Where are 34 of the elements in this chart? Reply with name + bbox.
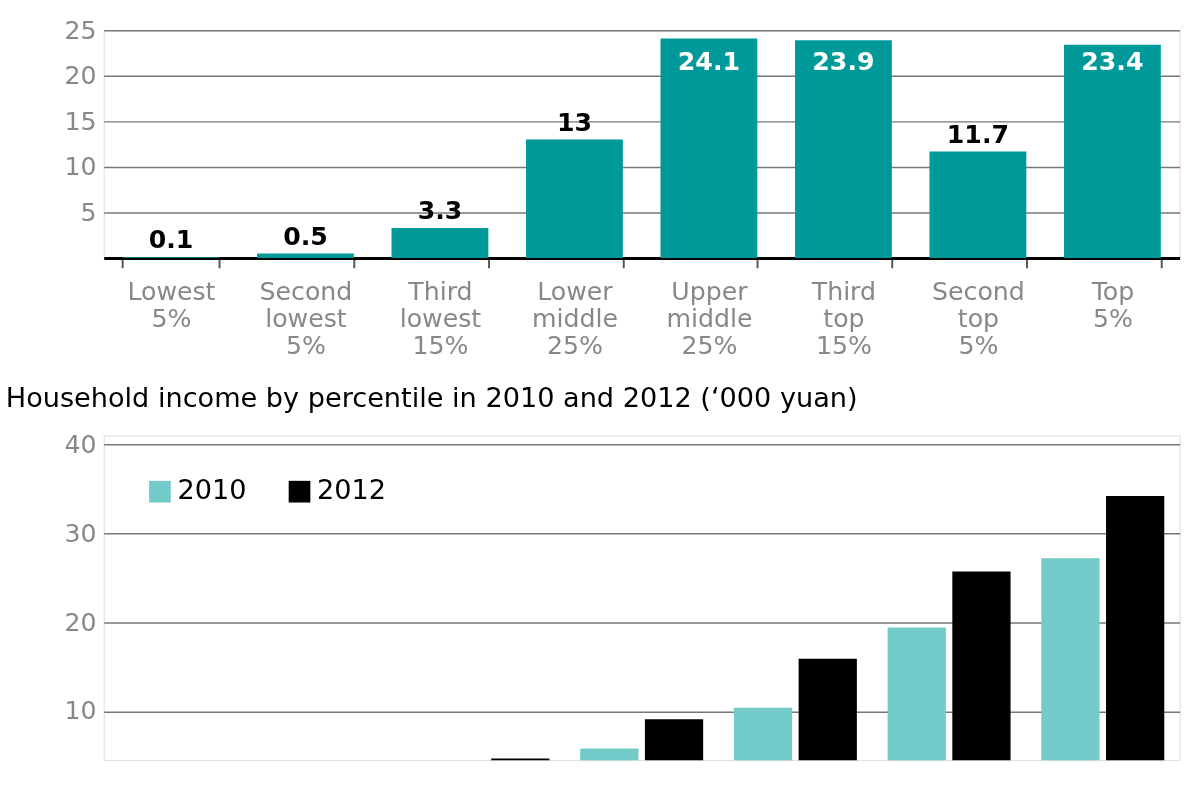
data-label: 3.3 (417, 196, 463, 226)
legend-label: 2012 (316, 474, 386, 506)
y-tick-label: 5 (80, 197, 97, 227)
bar (660, 38, 758, 259)
x-tick-label: Top 5% (1090, 277, 1135, 334)
x-tick-label: Upper middle 25% (666, 277, 753, 361)
y-tick-label: 10 (64, 152, 97, 182)
x-tick-label: Second lowest 5% (259, 277, 353, 361)
data-label: 13 (556, 107, 592, 137)
bar (929, 151, 1027, 259)
data-label: 23.9 (812, 47, 875, 77)
y-tick-label: 30 (64, 518, 97, 548)
x-tick-label: Third lowest 15% (399, 277, 482, 361)
y-tick-label: 10 (64, 696, 97, 726)
legend-label: 2010 (177, 474, 247, 506)
x-tick-label: Second top 5% (932, 277, 1025, 361)
x-tick-label: Third top 15% (810, 277, 877, 361)
y-tick-label: 40 (64, 429, 97, 459)
x-tick-label: Lowest 5% (127, 277, 216, 334)
bar (1063, 44, 1161, 259)
x-tick-label: Lower middle 25% (531, 277, 618, 361)
data-label: 11.7 (946, 119, 1009, 149)
y-tick-label: 20 (64, 61, 97, 91)
y-tick-label: 15 (64, 106, 97, 136)
data-label: 23.4 (1081, 47, 1144, 77)
chart-title: Household income by percentile in 2010 and 2012 (‘000 yuan) (5, 381, 858, 413)
data-label: 0.5 (283, 221, 328, 251)
data-label: 0.1 (148, 225, 194, 255)
y-tick-label: 20 (64, 607, 97, 637)
bar (391, 228, 489, 259)
bar (526, 139, 623, 259)
bar (795, 40, 892, 259)
y-tick-label: 25 (64, 15, 97, 45)
data-label: 24.1 (677, 47, 740, 77)
